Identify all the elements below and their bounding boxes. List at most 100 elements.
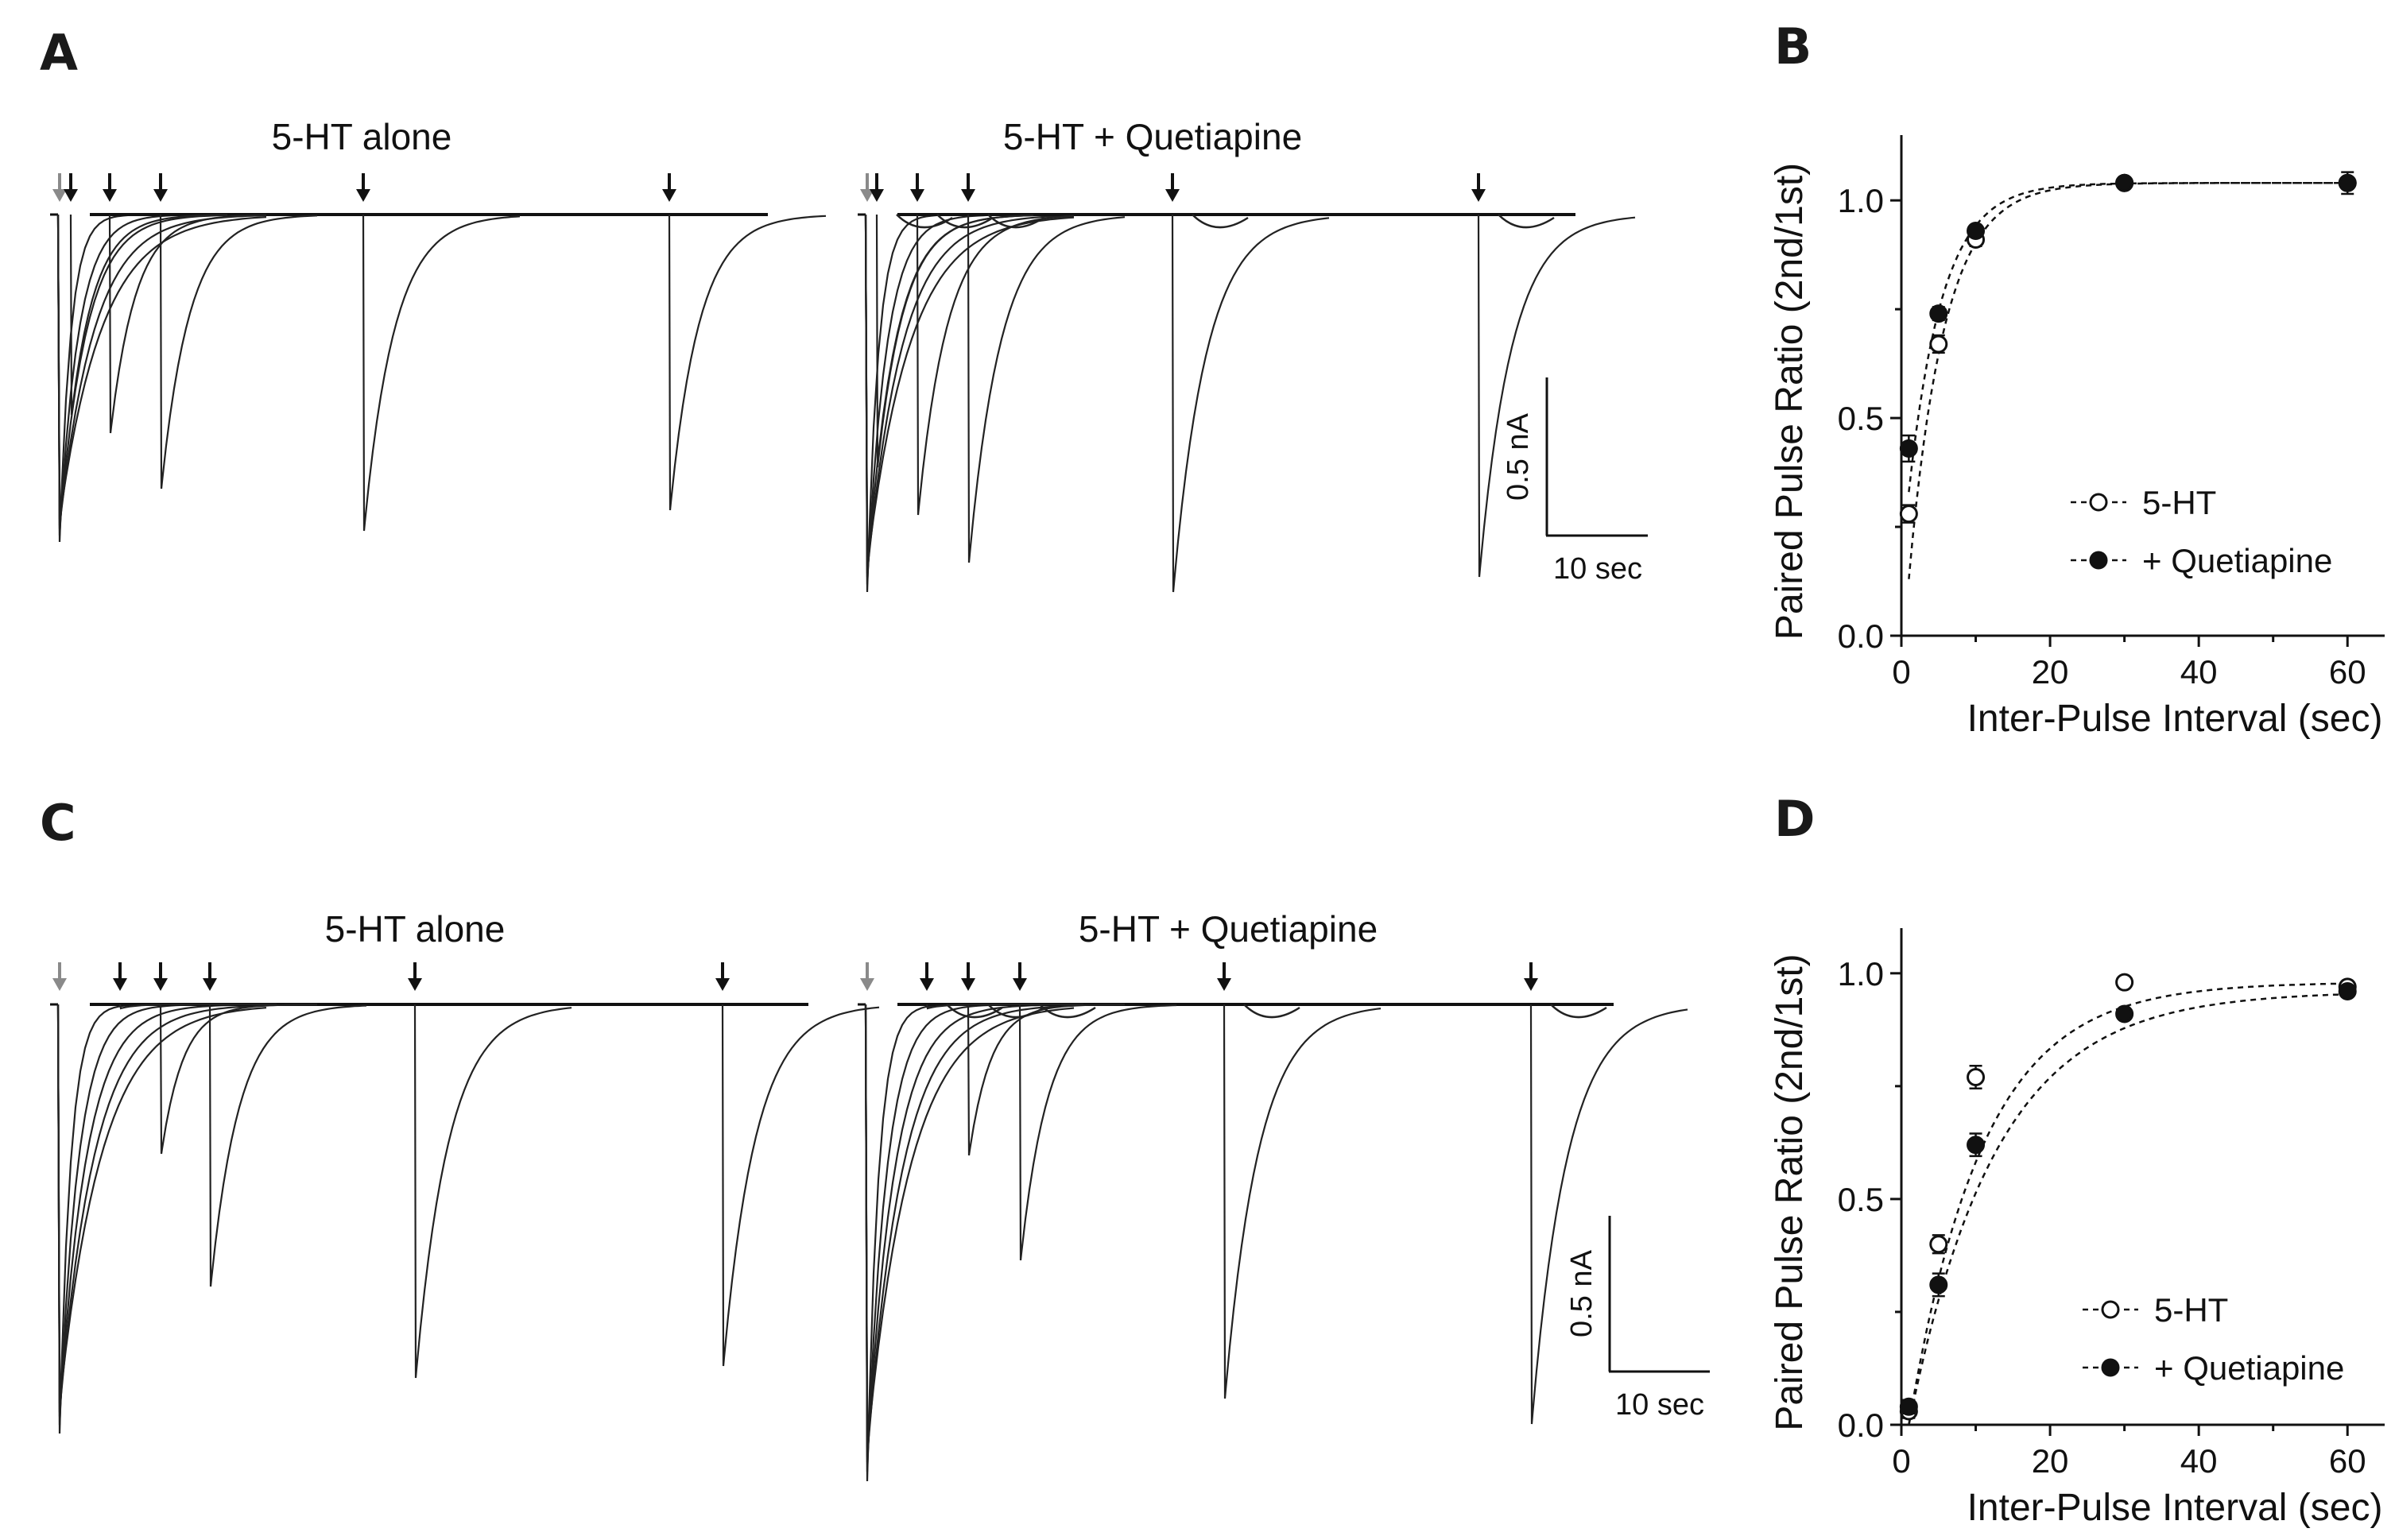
scale-bar-c-time-label: 10 sec [1615, 1388, 1704, 1422]
x-tick-label: 40 [2180, 653, 2218, 691]
trace-sweep-second-response [916, 214, 1075, 516]
c-right-title: 5-HT + Quetiapine [1079, 908, 1378, 950]
arrow-second-pulse [961, 978, 975, 991]
legend-marker [2101, 1300, 2120, 1319]
fit-curve-open [1908, 982, 2348, 1426]
x-tick-label: 60 [2329, 653, 2366, 691]
arrow-second-pulse [1165, 189, 1180, 202]
trace-sweep-first-response [56, 213, 266, 543]
arrow-second-pulse [153, 189, 168, 202]
arrow-second-pulse [1524, 978, 1538, 991]
trace-rebound-bump [987, 214, 1044, 229]
point-5ht [1929, 1235, 1948, 1254]
y-tick-label: 0.0 [1838, 617, 1884, 655]
panel-label-a: A [40, 24, 78, 82]
legend-marker [2089, 551, 2108, 570]
arrow-second-pulse [203, 978, 217, 991]
trace-sweep-first-response [56, 214, 267, 520]
legend-label: 5-HT [2154, 1291, 2228, 1329]
trace-rebound-bump [1243, 1004, 1300, 1019]
arrow-second-pulse [1217, 978, 1231, 991]
panel-label-c: C [40, 794, 76, 852]
arrow-second-pulse [408, 978, 422, 991]
x-tick-label: 40 [2180, 1442, 2218, 1480]
legend-marker [2101, 1358, 2120, 1377]
x-tick-label: 60 [2329, 1442, 2366, 1480]
legend-label: + Quetiapine [2154, 1349, 2344, 1387]
trace-sweep-second-response [967, 1004, 1125, 1156]
y-tick-label: 0.5 [1838, 1181, 1884, 1218]
a-left-title: 5-HT alone [272, 116, 452, 157]
trace-rebound-bump [1039, 1004, 1096, 1019]
trace-sweep-second-response [108, 214, 267, 434]
point-quetiapine [1929, 1275, 1948, 1294]
legend-label: 5-HT [2142, 484, 2216, 521]
point-quetiapine [2115, 173, 2134, 192]
arrow-first-pulse [860, 189, 874, 202]
arrow-first-pulse [52, 189, 67, 202]
trace-sweep-first-response [56, 1004, 267, 1404]
trace-rebound-bump [936, 214, 994, 229]
trace-sweep-first-response [864, 214, 1075, 574]
chart-b: 0.0 0.5 1.0 0 20 40 60 Inter-Pulse Interval (se… [1769, 135, 2385, 740]
trace-sweep-second-response [208, 1004, 367, 1287]
point-5ht [1929, 335, 1948, 354]
scale-bar-a: 0.5 nA 10 sec [1502, 377, 1648, 586]
arrow-second-pulse [1471, 189, 1486, 202]
trace-sweep-second-response [69, 214, 228, 416]
arrow-second-pulse [715, 978, 730, 991]
point-5ht [1899, 505, 1918, 524]
trace-sweep-first-response [864, 1004, 1075, 1458]
trace-sweep-first-response [864, 1004, 1074, 1463]
arrow-second-pulse [153, 978, 168, 991]
arrow-second-pulse [870, 189, 884, 202]
fit-curve-filled [1908, 992, 2348, 1426]
arrow-second-pulse [920, 978, 934, 991]
point-quetiapine [1967, 222, 1986, 241]
y-tick-label: 0.0 [1838, 1407, 1884, 1444]
trace-sweep-second-response [362, 214, 521, 532]
trace-rebound-bump [987, 1004, 1044, 1019]
arrow-second-pulse [662, 189, 676, 202]
trace-sweep-second-response [1018, 1004, 1177, 1261]
arrow-second-pulse [103, 189, 117, 202]
trace-sweep-first-response [56, 1003, 266, 1434]
trace-sweep-second-response [1529, 1004, 1688, 1425]
arrow-second-pulse [64, 189, 78, 202]
point-quetiapine [1967, 1136, 1986, 1155]
point-quetiapine [1929, 304, 1948, 323]
scale-bar-a-time-label: 10 sec [1553, 552, 1642, 586]
trace-sweep-first-response [56, 1003, 266, 1426]
x-tick-label: 20 [2032, 1442, 2069, 1480]
trace-sweep-first-response [864, 1003, 1074, 1472]
trace-sweep-first-response [56, 1004, 267, 1417]
trace-sweep-second-response [967, 214, 1126, 563]
scale-bar-c-amp-label: 0.5 nA [1565, 1249, 1599, 1337]
trace-rebound-bump [1498, 214, 1555, 229]
y-tick-label: 1.0 [1838, 955, 1884, 992]
arrow-second-pulse [910, 189, 924, 202]
arrow-second-pulse [1013, 978, 1027, 991]
point-quetiapine [2115, 1004, 2134, 1023]
trace-sweep-second-response [1171, 214, 1330, 593]
x-axis-label: Inter-Pulse Interval (sec) [1967, 1487, 2383, 1529]
trace-sweep-second-response [668, 214, 827, 511]
trace-sweep-second-response [159, 1004, 318, 1155]
trace-sweep-first-response [864, 1004, 1075, 1449]
trace-rebound-bump [1550, 1004, 1607, 1019]
x-tick-label: 0 [1892, 1442, 1910, 1480]
x-axis-label: Inter-Pulse Interval (sec) [1967, 698, 2383, 740]
chart-d: 0.0 0.5 1.0 0 20 40 60 Inter-Pulse Interval (se… [1769, 928, 2385, 1529]
point-quetiapine [1899, 439, 1918, 458]
trace-sweep-first-response [864, 214, 1075, 578]
y-axis-label: Paired Pulse Ratio (2nd/1st) [1769, 954, 1811, 1430]
panel-label-d: D [1774, 790, 1816, 848]
y-tick-label: 0.5 [1838, 400, 1884, 437]
trace-sweep-second-response [721, 1004, 880, 1367]
c-left-title: 5-HT alone [325, 908, 506, 950]
arrow-first-pulse [52, 978, 67, 991]
y-tick-label: 1.0 [1838, 182, 1884, 219]
trace-sweep-first-response [864, 1003, 1074, 1482]
arrow-second-pulse [356, 189, 370, 202]
